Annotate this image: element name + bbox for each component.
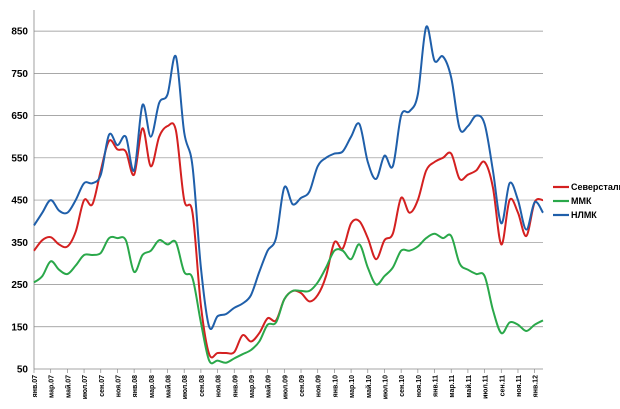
x-tick-label: янв.08: [132, 375, 139, 397]
x-tick-label: май.11: [465, 375, 473, 398]
x-tick-label: ноя.08: [216, 375, 223, 397]
x-tick-label: ноя.11: [516, 375, 523, 397]
series-line-1: [33, 232, 544, 365]
x-tick-label: мар.09: [249, 375, 256, 398]
y-tick-label: 750: [11, 69, 28, 80]
x-tick-label: май.09: [265, 375, 273, 398]
x-tick-label: сен.08: [199, 375, 206, 397]
y-tick-label: 50: [17, 365, 29, 376]
x-tick-label: сен.11: [499, 375, 506, 396]
x-tick-label: июл.11: [483, 375, 490, 399]
x-tick-label: май.10: [365, 375, 373, 398]
x-tick-label: сен.10: [399, 375, 406, 397]
y-tick-label: 250: [11, 280, 28, 291]
y-tick-label: 350: [11, 238, 28, 249]
x-tick-label: май.07: [64, 375, 72, 398]
x-tick-label: мар.07: [49, 375, 56, 398]
x-tick-label: ноя.10: [416, 375, 423, 397]
x-tick-label: мар.11: [449, 375, 456, 398]
x-tick-label: янв.12: [533, 375, 540, 397]
y-axis: 50 150 250 350 450 550 650 750 850: [11, 10, 35, 376]
x-tick-label: янв.07: [32, 375, 39, 397]
y-tick-label: 850: [11, 27, 28, 38]
x-tick-label: ноя.07: [115, 375, 122, 397]
x-tick-label: июл.10: [382, 375, 389, 399]
gridlines: [34, 30, 543, 370]
x-tick-label: сен.07: [99, 375, 106, 397]
x-tick-label: янв.10: [332, 375, 339, 397]
legend-label: НЛМК: [571, 210, 597, 220]
legend: Северсталь ММК НЛМК: [553, 182, 620, 220]
x-tick-label: июл.09: [282, 375, 289, 399]
x-tick-label: янв.09: [232, 375, 239, 397]
legend-label: Северсталь: [571, 182, 620, 192]
y-tick-label: 450: [11, 196, 28, 207]
x-tick-label: янв.11: [433, 375, 440, 397]
series-line-2: [33, 25, 544, 330]
series-lines: [33, 25, 544, 365]
x-tick-label: ноя.09: [316, 375, 323, 397]
x-tick-label: мар.10: [349, 375, 356, 398]
y-tick-label: 650: [11, 111, 28, 122]
x-tick-label: июл.08: [182, 375, 189, 399]
x-tick-label: сен.09: [299, 375, 306, 397]
x-tick-label: май.08: [165, 375, 173, 398]
x-tick-label: мар.08: [149, 375, 156, 398]
y-tick-label: 550: [11, 153, 28, 164]
series-line-0: [33, 122, 544, 359]
y-tick-label: 150: [11, 322, 28, 333]
x-tick-label: июл.07: [82, 375, 89, 399]
x-axis: янв.07 мар.07 май.07 июл.07 сен.07 ноя.07 янв.…: [32, 369, 540, 399]
legend-label: ММК: [571, 196, 592, 206]
